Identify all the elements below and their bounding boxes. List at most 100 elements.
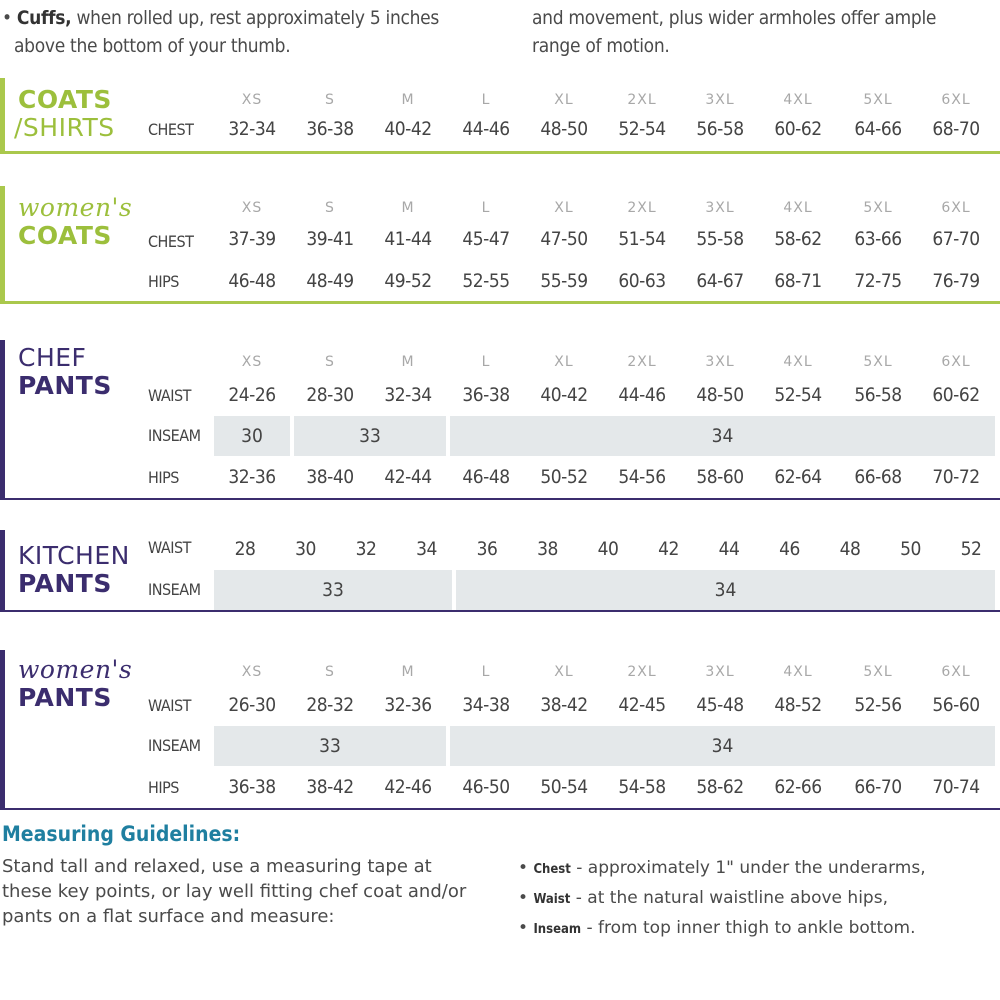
inseam-band-28-34 xyxy=(214,570,452,610)
measure-cell: 28 xyxy=(234,538,256,560)
measure-cell: 45-47 xyxy=(462,228,510,250)
measure-cell: 50-54 xyxy=(540,776,588,798)
measure-cell: 49-52 xyxy=(384,270,432,292)
size-label: L xyxy=(481,92,491,108)
row-label-inseam: INSEAM xyxy=(148,736,201,755)
measure-cell: 44 xyxy=(718,538,740,560)
measure-cell: 32 xyxy=(355,538,377,560)
measure-cell: 68-70 xyxy=(932,118,980,140)
chef-pants-section: CHEF PANTS WAIST INSEAM HIPS 30 33 34 XS… xyxy=(0,340,1000,500)
size-label: XL xyxy=(554,200,574,216)
measure-cell: 55-58 xyxy=(696,228,744,250)
measure-cell: 50 xyxy=(900,538,921,560)
size-label: 2XL xyxy=(627,92,657,108)
row-label-waist: WAIST xyxy=(148,696,191,715)
measure-cell: 76-79 xyxy=(932,270,980,292)
size-label: XS xyxy=(241,92,263,108)
row-label-inseam: INSEAM xyxy=(148,580,201,599)
size-label: 6XL xyxy=(941,92,971,108)
measure-cell: 60-62 xyxy=(774,118,822,140)
measure-cell: 56-58 xyxy=(696,118,744,140)
measure-cell: 64-67 xyxy=(696,270,744,292)
measure-cell: 38 xyxy=(537,538,558,560)
measure-cell: 66-70 xyxy=(854,776,902,798)
measure-cell: 72-75 xyxy=(854,270,902,292)
size-label: 5XL xyxy=(863,664,893,680)
inseam-band-l-6xl xyxy=(450,726,995,766)
measure-cell: 68-71 xyxy=(774,270,822,292)
row-label-hips: HIPS xyxy=(148,468,179,487)
inseam-guideline: • Inseam - from top inner thigh to ankle… xyxy=(518,918,916,938)
inseam-value: 34 xyxy=(711,735,734,757)
size-label: XS xyxy=(241,664,263,680)
measure-cell: 36-38 xyxy=(228,776,276,798)
size-label: M xyxy=(401,354,415,370)
measure-cell: 36-38 xyxy=(306,118,354,140)
measure-cell: 36 xyxy=(476,538,498,560)
measure-cell: 63-66 xyxy=(854,228,902,250)
measure-cell: 45-48 xyxy=(696,694,744,716)
measure-cell: 38-42 xyxy=(306,776,354,798)
measure-cell: 48-52 xyxy=(774,694,822,716)
measuring-guidelines-text: Stand tall and relaxed, use a measuring … xyxy=(2,856,467,927)
inseam-band-36-52 xyxy=(456,570,995,610)
row-label-chest: CHEST xyxy=(148,120,194,139)
chef-pants-title: CHEF PANTS xyxy=(18,343,112,400)
inseam-band-xs xyxy=(214,416,290,456)
size-label: XL xyxy=(554,354,574,370)
measure-cell: 46-48 xyxy=(462,466,510,488)
measure-cell: 38-40 xyxy=(306,466,354,488)
row-label-waist: WAIST xyxy=(148,538,191,557)
kitchen-pants-title: KITCHEN PANTS xyxy=(18,541,130,598)
size-label: 2XL xyxy=(627,664,657,680)
measure-cell: 40 xyxy=(597,538,619,560)
measure-cell: 34 xyxy=(416,538,437,560)
size-label: 3XL xyxy=(705,354,735,370)
fit-note: and movement, plus wider armholes offer … xyxy=(532,7,937,57)
measure-cell: 70-74 xyxy=(932,776,980,798)
measure-cell: 52 xyxy=(960,538,982,560)
size-label: M xyxy=(401,92,415,108)
measure-cell: 36-38 xyxy=(462,384,510,406)
measure-cell: 56-58 xyxy=(854,384,902,406)
measure-cell: 32-36 xyxy=(384,694,432,716)
measure-cell: 44-46 xyxy=(618,384,666,406)
inseam-value: 33 xyxy=(319,735,341,757)
size-label: 3XL xyxy=(705,200,735,216)
measure-cell: 60-63 xyxy=(618,270,666,292)
measure-cell: 56-60 xyxy=(932,694,980,716)
row-label-inseam: INSEAM xyxy=(148,426,201,445)
size-label: 4XL xyxy=(783,354,813,370)
measure-cell: 46 xyxy=(779,538,800,560)
measure-cell: 58-62 xyxy=(696,776,744,798)
inseam-band-xs-m xyxy=(214,726,446,766)
row-label-hips: HIPS xyxy=(148,778,179,797)
inseam-value: 30 xyxy=(241,425,263,447)
measure-cell: 62-66 xyxy=(774,776,822,798)
womens-pants-section: women's PANTS WAIST INSEAM HIPS 33 34 XS… xyxy=(0,650,1000,810)
measure-cell: 32-34 xyxy=(228,118,276,140)
measure-cell: 67-70 xyxy=(932,228,980,250)
size-label: 6XL xyxy=(941,664,971,680)
measuring-guidelines-heading: Measuring Guidelines: xyxy=(2,822,241,846)
size-label: M xyxy=(401,664,415,680)
size-label: M xyxy=(401,200,415,216)
measure-cell: 62-64 xyxy=(774,466,822,488)
size-label: 4XL xyxy=(783,200,813,216)
measure-cell: 52-55 xyxy=(462,270,510,292)
row-label-waist: WAIST xyxy=(148,386,191,405)
coats-shirts-section: COATS /SHIRTS CHEST XS S M L XL 2XL 3XL 4XL 5XL 6… xyxy=(0,78,1000,154)
measure-cell: 64-66 xyxy=(854,118,902,140)
measure-cell: 50-52 xyxy=(540,466,588,488)
size-label: 6XL xyxy=(941,354,971,370)
measure-cell: 47-50 xyxy=(540,228,588,250)
measure-cell: 51-54 xyxy=(618,228,666,250)
size-label: 4XL xyxy=(783,92,813,108)
measure-cell: 46-50 xyxy=(462,776,510,798)
inseam-value: 33 xyxy=(359,425,381,447)
size-label: S xyxy=(325,354,335,370)
size-label: 4XL xyxy=(783,664,813,680)
inseam-band-l-6xl xyxy=(450,416,995,456)
womens-coats-section: women's COATS CHEST HIPS XS S M L XL 2XL 3XL 4X… xyxy=(0,186,1000,304)
measure-cell: 70-72 xyxy=(932,466,980,488)
